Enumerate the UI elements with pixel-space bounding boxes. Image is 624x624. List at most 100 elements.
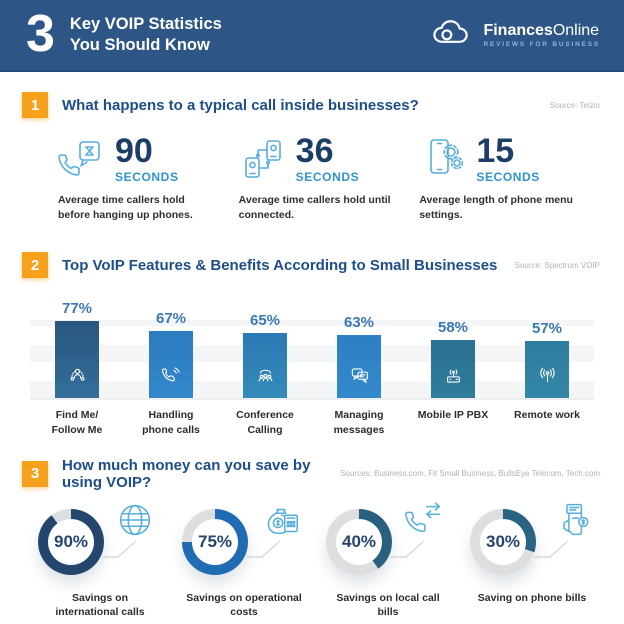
bar [149, 331, 193, 399]
donut-wrap: 30% [468, 503, 596, 579]
mobile-ip-pbx-icon [444, 365, 463, 389]
cloud-logo-icon [430, 17, 474, 54]
managing-messages-icon [350, 365, 369, 389]
brand-name: FinancesOnline [483, 22, 600, 40]
donut-category-label: Saving on phone bills [477, 591, 587, 604]
brand-name-light: Online [552, 21, 600, 39]
globe-icon [112, 497, 158, 543]
call-stat-unit: SECONDS [476, 170, 540, 184]
conference-calling-icon [256, 365, 275, 389]
donut-ring: 30% [470, 508, 536, 575]
savings-donut: 90% Savings on international calls [28, 504, 172, 620]
call-stat-unit: SECONDS [115, 170, 179, 184]
bar-category-label: Remote work [500, 408, 594, 436]
bar-value-label: 65% [249, 312, 281, 330]
bar [525, 341, 569, 399]
section2-header: 2 Top VoIP Features & Benefits According… [22, 252, 600, 279]
brand-text: FinancesOnline REVIEWS FOR BUSINESS [483, 22, 600, 49]
page-title-line1: Key VOIP Statistics [69, 14, 222, 33]
bar [55, 321, 99, 399]
section2-title: Top VoIP Features & Benefits According t… [62, 256, 498, 274]
donut-category-label: Savings on local call bills [336, 591, 440, 619]
bar [243, 333, 287, 399]
call-stat-text: 36 SECONDS [296, 134, 360, 184]
bar-value-label: 63% [343, 314, 375, 332]
call-stat-caption: Average length of phone menu settings. [419, 194, 573, 221]
section3-title: How much money can you save by using VOI… [62, 456, 311, 491]
section3-number-badge: 3 [22, 460, 48, 487]
donut-category-label: Savings on operational costs [186, 591, 302, 619]
connected-phones-icon [239, 135, 287, 183]
page-title: Key VOIP Statistics You Should Know [70, 14, 222, 57]
call-stat: 36 SECONDS Average time callers hold until… [239, 134, 420, 222]
bar-category-text: Handling phone calls [142, 409, 200, 436]
connector-line [244, 537, 286, 566]
section1-number-badge: 1 [22, 92, 48, 118]
donut-percent: 30% [480, 518, 526, 565]
savings-donut: 40% Savings on local call bills [316, 502, 460, 620]
donut-ring: 90% [38, 508, 104, 575]
bar-category-label: Handling phone calls [124, 408, 218, 436]
brand-tagline: REVIEWS FOR BUSINESS [483, 41, 600, 49]
bar-value-label: 58% [437, 319, 469, 337]
bar-column: 77% [30, 300, 124, 399]
call-stat-text: 90 SECONDS [115, 134, 179, 184]
savings-donuts-row: 90% Savings on international calls 75% Sa… [28, 502, 604, 620]
brand-name-bold: Finances [483, 21, 553, 39]
section2-number-badge: 2 [22, 252, 48, 279]
bar [431, 340, 475, 399]
bar-category-label: Mobile IP PBX [406, 408, 500, 436]
bar-category-text: Conference Calling [236, 409, 294, 436]
bar-category-label: Conference Calling [218, 408, 312, 436]
section3-header: 3 How much money can you save by using V… [22, 457, 600, 491]
bar-column: 63% [312, 314, 406, 399]
bar-chart-plot-area: 77% 67% 65% 63% 58% 57% [30, 288, 594, 401]
donut-percent: 40% [336, 518, 382, 565]
bar-category-label: Find Me/ Follow Me [30, 408, 124, 436]
donut-ring: 75% [182, 508, 248, 575]
bar-value-label: 67% [155, 310, 187, 328]
phone-gears-icon [419, 135, 467, 183]
call-stats-row: 90 SECONDS Average time callers hold befor… [58, 134, 600, 222]
call-transfer-icon [400, 497, 446, 543]
call-stat-caption: Average time callers hold until connecte… [238, 194, 391, 221]
donut-percent: 90% [48, 518, 94, 565]
bar-column: 57% [500, 320, 594, 399]
phone-bill-icon [544, 497, 590, 543]
phone-hourglass-icon [58, 135, 106, 183]
page-title-line2: You Should Know [69, 36, 210, 54]
bar-column: 58% [406, 319, 500, 399]
bar-value-label: 57% [531, 320, 563, 338]
bar-category-text: Mobile IP PBX [417, 409, 489, 422]
donut-ring: 40% [326, 508, 392, 575]
call-stat-text: 15 SECONDS [476, 134, 540, 184]
section1-title: What happens to a typical call inside bu… [62, 96, 419, 114]
bar-category-label: Managing messages [312, 408, 406, 436]
call-stat-value: 36 [295, 132, 334, 170]
handling-calls-icon [161, 365, 181, 389]
savings-donut: 75% Savings on operational costs [172, 505, 316, 620]
bar-value-label: 77% [61, 300, 93, 318]
call-stat: 15 SECONDS Average length of phone menu se… [419, 134, 600, 222]
header-big-number: 3 [26, 5, 55, 63]
bar-category-text: Managing messages [333, 409, 385, 436]
connector-line [532, 537, 574, 566]
bar-category-text: Remote work [514, 409, 580, 422]
donut-category-label: Savings on international calls [55, 591, 145, 619]
header: 3 Key VOIP Statistics You Should Know Fi… [0, 0, 624, 72]
bar-category-text: Find Me/ Follow Me [51, 409, 103, 436]
connector-line [388, 537, 430, 566]
money-savings-icon [256, 497, 302, 543]
donut-wrap: 90% [36, 504, 164, 579]
section2-source: Source: Spectrum VOIP [514, 260, 600, 270]
bar [337, 335, 381, 399]
call-stat-top: 90 SECONDS [58, 134, 239, 184]
call-stat-value: 90 [115, 132, 153, 170]
brand-logo: FinancesOnline REVIEWS FOR BUSINESS [430, 17, 600, 54]
bar-chart-category-labels: Find Me/ Follow Me Handling phone calls Co… [30, 408, 594, 436]
call-stat-caption: Average time callers hold before hanging… [58, 194, 193, 221]
voip-features-bar-chart: 77% 67% 65% 63% 58% 57% [30, 288, 594, 401]
donut-wrap: 40% [324, 502, 452, 579]
section3-source: Sources: Business.com, Fit Small Busines… [340, 469, 600, 479]
call-stat-value: 15 [476, 132, 515, 170]
